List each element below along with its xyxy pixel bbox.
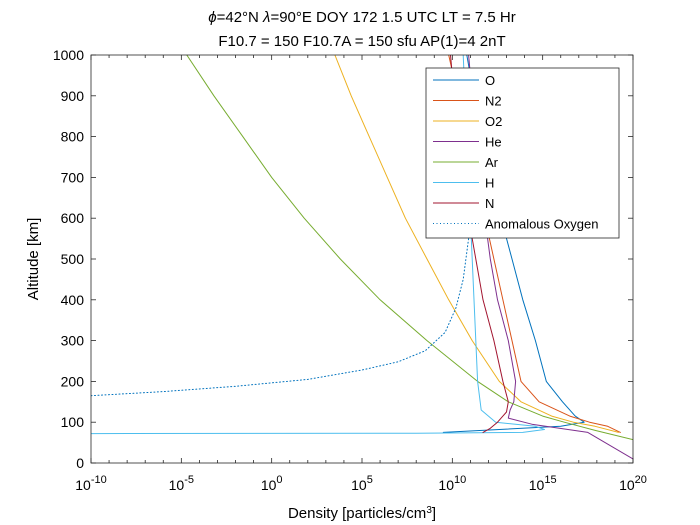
latitude-symbol: ϕ — [208, 9, 216, 26]
chart-title-line2: F10.7 = 150 F10.7A = 150 sfu AP(1)=4 2nT — [218, 33, 505, 50]
legend-box — [425, 67, 620, 239]
latitude-text: =42°N — [217, 9, 263, 26]
x-tick-exponent: 0 — [276, 474, 282, 486]
legend-label: Anomalous Oxygen — [485, 217, 598, 232]
x-tick-base: 10 — [619, 477, 635, 493]
y-tick-label: 1000 — [53, 47, 84, 63]
x-tick-label: 105 — [351, 474, 373, 493]
x-tick-base: 10 — [529, 477, 545, 493]
legend-label: N — [485, 196, 494, 211]
y-tick-label: 0 — [76, 455, 84, 471]
x-tick-base: 10 — [438, 477, 454, 493]
legend: O N2 O2 He Ar HN Anomalous Oxygen — [425, 67, 620, 239]
title-details-text: =90°E DOY 172 1.5 UTC LT = 7.5 Hr — [270, 9, 515, 26]
series-line-ar — [186, 55, 633, 441]
x-tick-base: 10 — [351, 477, 367, 493]
x-tick-exponent: -10 — [91, 474, 107, 486]
x-tick-label: 1015 — [529, 474, 557, 493]
y-tick-label: 900 — [61, 88, 85, 104]
y-axis-label: Altitude [km] — [25, 218, 42, 301]
y-tick-label: 600 — [61, 210, 85, 226]
x-tick-exponent: 15 — [544, 474, 556, 486]
legend-label: O2 — [485, 114, 502, 129]
x-tick-label: 100 — [261, 474, 283, 493]
x-axis-label-end: ] — [432, 505, 436, 522]
y-axis: 0 100 200 300 400 500 600 700 800 900 1000 — [53, 47, 633, 471]
legend-label: He — [485, 135, 502, 150]
x-tick-label: 10-5 — [169, 474, 194, 493]
x-tick-base: 10 — [169, 477, 185, 493]
x-tick-base: 10 — [75, 477, 91, 493]
x-tick-label: 1020 — [619, 474, 647, 493]
x-axis-label: Density [particles/cm3] — [288, 505, 436, 523]
chart-title-line1: ϕ=42°N λ=90°E DOY 172 1.5 UTC LT = 7.5 H… — [208, 9, 515, 26]
x-tick-exponent: 5 — [367, 474, 373, 486]
longitude-symbol: λ — [262, 9, 270, 26]
x-tick-exponent: 20 — [635, 474, 647, 486]
y-tick-label: 300 — [61, 333, 85, 349]
y-tick-label: 800 — [61, 129, 85, 145]
legend-label: O — [485, 73, 495, 88]
x-axis: 10-10 10-5 100 105 1010 1015 1020 — [75, 55, 647, 493]
x-axis-label-text: Density [particles/cm — [288, 505, 426, 522]
x-tick-exponent: 10 — [454, 474, 466, 486]
y-tick-label: 700 — [61, 169, 85, 185]
x-tick-base: 10 — [261, 477, 277, 493]
legend-label: Ar — [485, 155, 499, 170]
legend-label: H — [485, 176, 494, 191]
legend-label: N2 — [485, 94, 502, 109]
x-tick-label: 10-10 — [75, 474, 106, 493]
series-line-o2 — [334, 55, 619, 433]
y-tick-label: 500 — [61, 251, 85, 267]
x-tick-exponent: -5 — [184, 474, 194, 486]
series-line-anomalous-oxygen — [91, 238, 470, 397]
x-axis-label-superscript: 3 — [426, 505, 432, 516]
y-tick-label: 400 — [61, 292, 85, 308]
x-tick-label: 1010 — [438, 474, 466, 493]
y-tick-label: 200 — [61, 373, 85, 389]
y-tick-label: 100 — [61, 414, 85, 430]
